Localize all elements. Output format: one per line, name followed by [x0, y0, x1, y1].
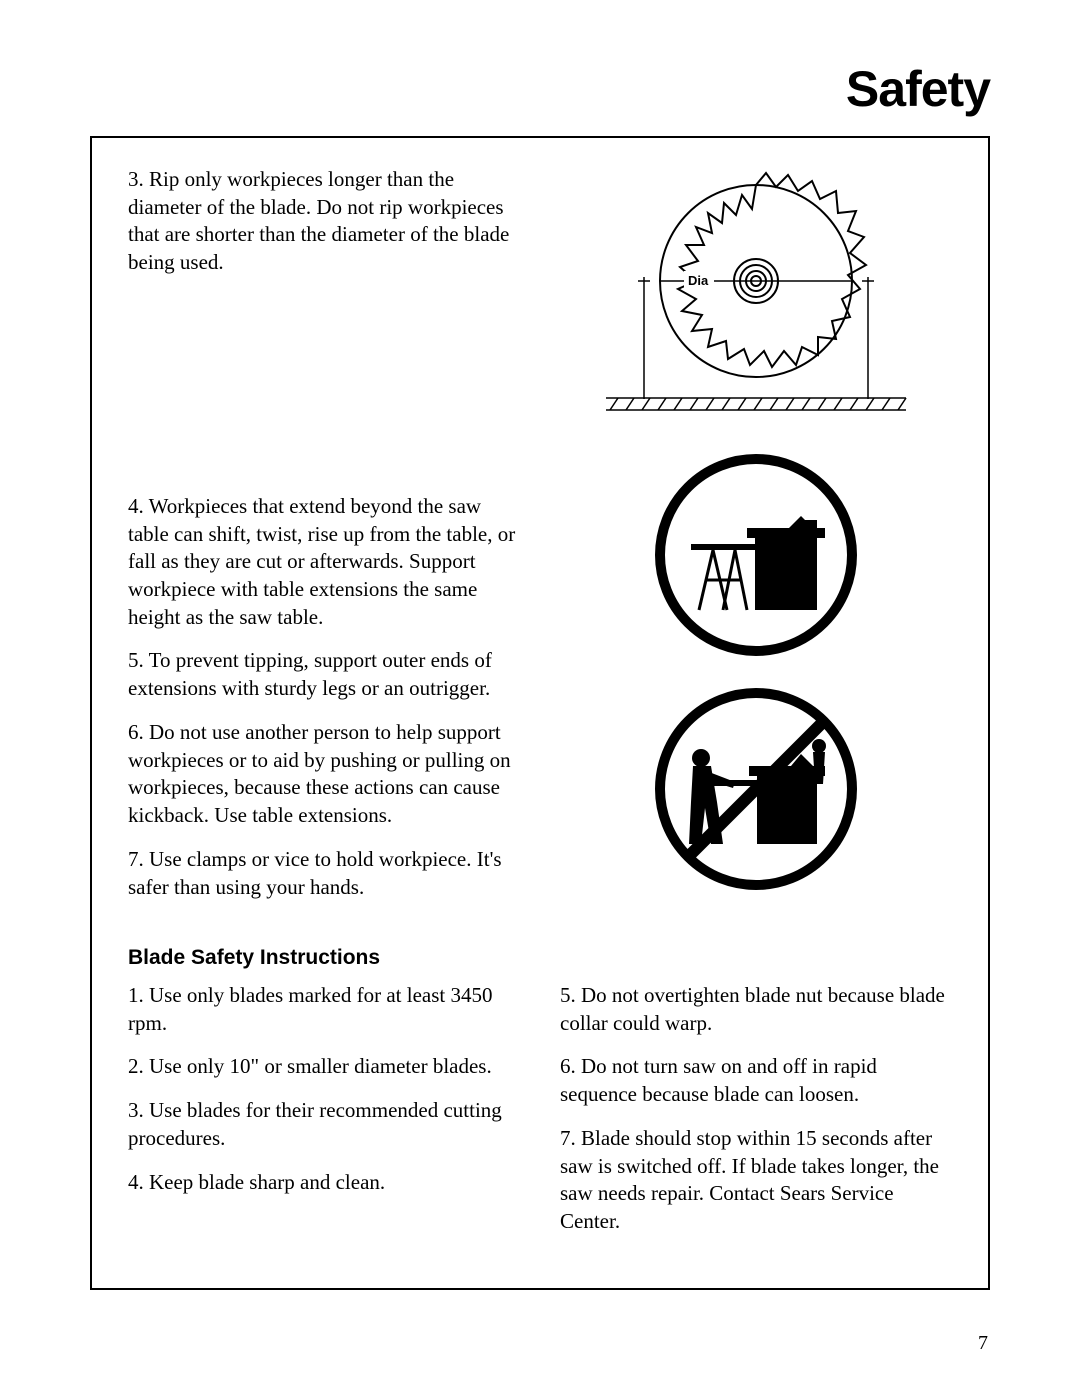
dia-label: Dia [688, 273, 709, 288]
blade-item-7: 7. Blade should stop within 15 seconds a… [560, 1125, 952, 1236]
upper-text-column: 3. Rip only workpieces longer than the d… [128, 166, 520, 918]
blade-right-column: 5. Do not overtighten blade nut because … [560, 982, 952, 1252]
safety-item-3: 3. Rip only workpieces longer than the d… [128, 166, 520, 277]
blade-row: 1. Use only blades marked for at least 3… [128, 982, 952, 1252]
safety-item-7: 7. Use clamps or vice to hold workpiece.… [128, 846, 520, 901]
blade-item-4: 4. Keep blade sharp and clean. [128, 1169, 520, 1197]
blade-left-column: 1. Use only blades marked for at least 3… [128, 982, 520, 1252]
helper-prohibited-icon [651, 684, 861, 894]
extension-allowed-figure [560, 450, 952, 660]
page-number: 7 [978, 1332, 988, 1355]
extension-allowed-icon [651, 450, 861, 660]
safety-item-6: 6. Do not use another person to help sup… [128, 719, 520, 830]
blade-diameter-figure: Dia [560, 166, 952, 426]
blade-diameter-icon: Dia [596, 166, 916, 426]
upper-row: 3. Rip only workpieces longer than the d… [128, 166, 952, 918]
upper-figure-column: Dia [560, 166, 952, 918]
blade-item-5: 5. Do not overtighten blade nut because … [560, 982, 952, 1037]
blade-item-2: 2. Use only 10" or smaller diameter blad… [128, 1053, 520, 1081]
page-title: Safety [90, 60, 990, 118]
blade-heading: Blade Safety Instructions [128, 946, 952, 970]
spacer [128, 293, 520, 493]
helper-prohibited-figure [560, 684, 952, 894]
blade-item-3: 3. Use blades for their recommended cutt… [128, 1097, 520, 1152]
blade-item-6: 6. Do not turn saw on and off in rapid s… [560, 1053, 952, 1108]
blade-item-1: 1. Use only blades marked for at least 3… [128, 982, 520, 1037]
safety-item-4: 4. Workpieces that extend beyond the saw… [128, 493, 520, 632]
safety-item-5: 5. To prevent tipping, support outer end… [128, 647, 520, 702]
content-frame: 3. Rip only workpieces longer than the d… [90, 136, 990, 1290]
